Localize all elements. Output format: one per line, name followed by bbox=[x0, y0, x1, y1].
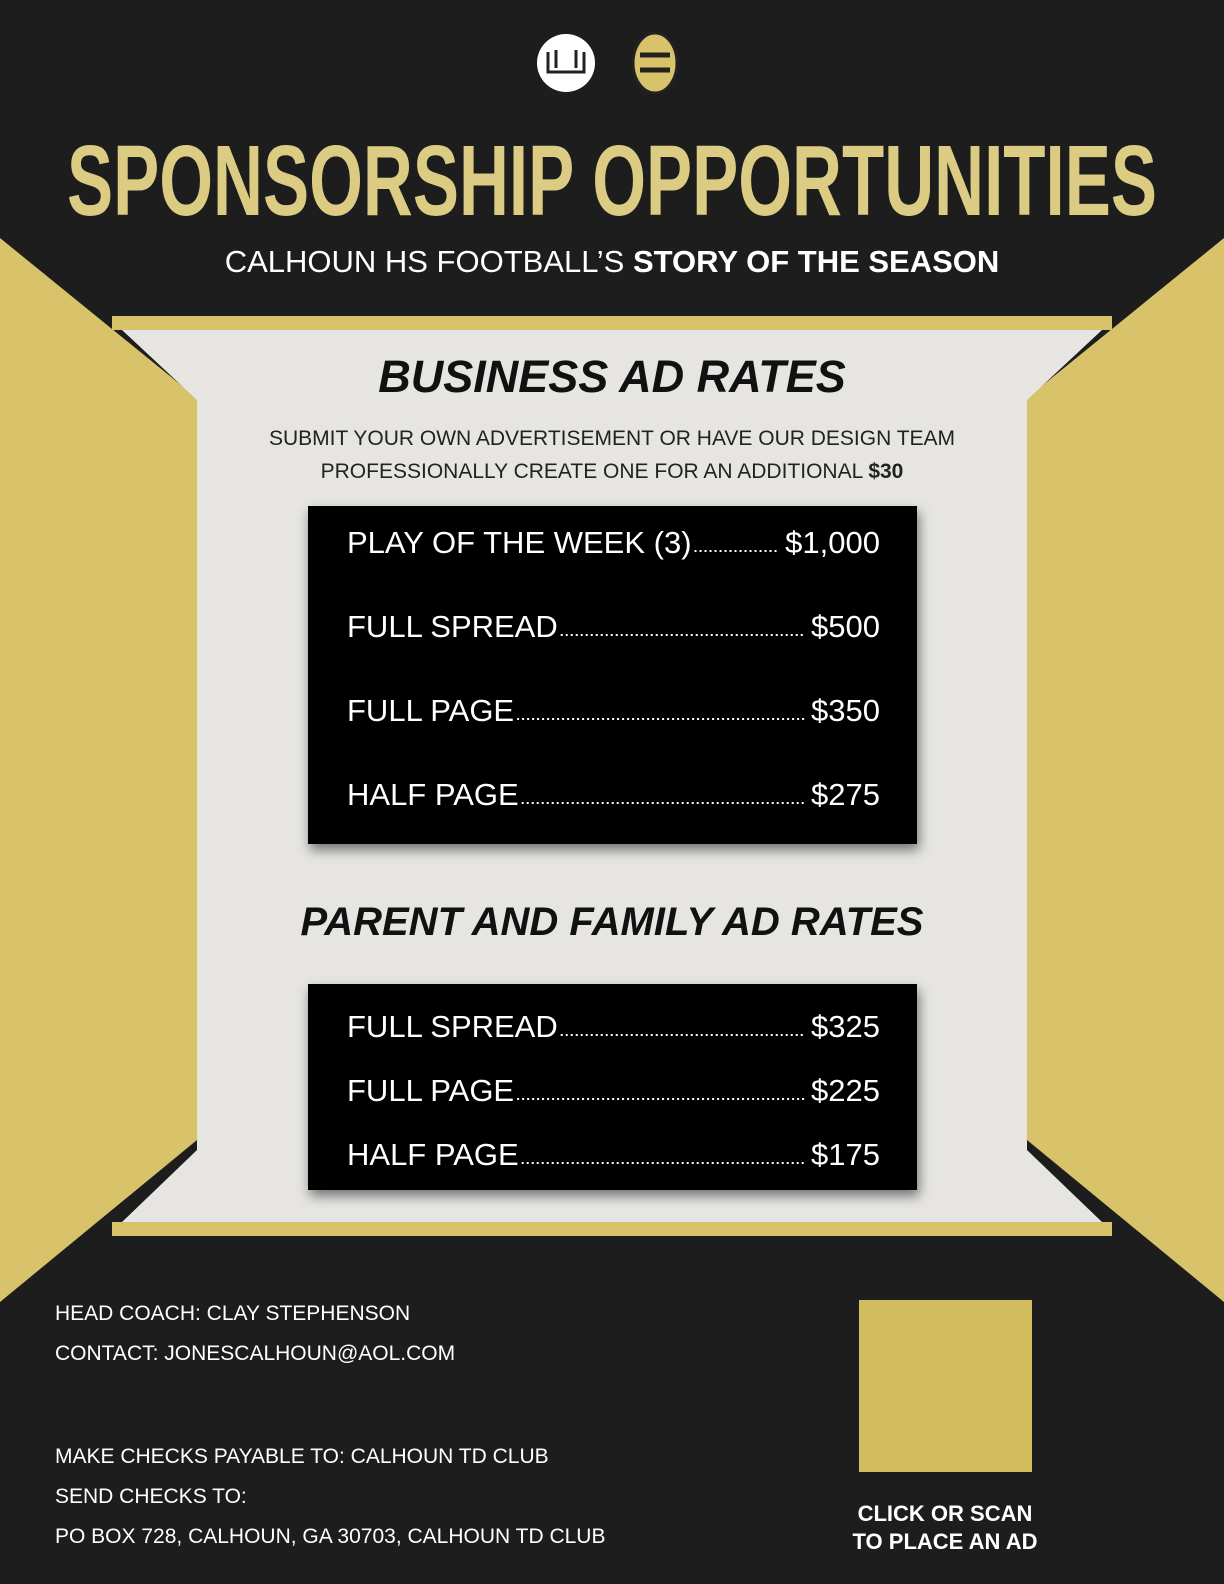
rate-item: FULL SPREAD bbox=[347, 1009, 558, 1044]
rate-price: $275 bbox=[811, 777, 880, 812]
footer-text: CONTACT: JONESCALHOUN@AOL.COM bbox=[55, 1342, 455, 1365]
rates-box bbox=[308, 506, 917, 844]
subtitle: CALHOUN HS FOOTBALL’S STORY OF THE SEASO… bbox=[225, 244, 1000, 279]
note: SUBMIT YOUR OWN ADVERTISEMENT OR HAVE OU… bbox=[269, 427, 955, 450]
subtitle-bold: STORY OF THE SEASON bbox=[633, 244, 999, 279]
rate-item: HALF PAGE bbox=[347, 777, 519, 812]
gold-stripe bbox=[112, 316, 1112, 330]
rate-item: FULL PAGE bbox=[347, 693, 514, 728]
hornet-stripes bbox=[640, 52, 670, 73]
footer-text: MAKE CHECKS PAYABLE TO: CALHOUN TD CLUB bbox=[55, 1445, 549, 1468]
rate-item: FULL PAGE bbox=[347, 1073, 514, 1108]
subtitle-regular: CALHOUN HS FOOTBALL’S bbox=[225, 244, 625, 279]
qr-code[interactable] bbox=[859, 1300, 1032, 1472]
gold-panel-right bbox=[1027, 238, 1224, 1302]
note: PROFESSIONALLY CREATE ONE FOR AN ADDITIO… bbox=[321, 460, 904, 483]
gold-stripe bbox=[112, 1222, 1112, 1236]
rate-price: $325 bbox=[811, 1009, 880, 1044]
cta[interactable]: CLICK OR SCAN bbox=[858, 1501, 1033, 1526]
note-text: PROFESSIONALLY CREATE ONE FOR AN ADDITIO… bbox=[321, 460, 863, 483]
footer-text: PO BOX 728, CALHOUN, GA 30703, CALHOUN T… bbox=[55, 1525, 605, 1548]
rate-price: $500 bbox=[811, 609, 880, 644]
rates-box bbox=[308, 984, 917, 1190]
book-logo bbox=[537, 34, 595, 92]
rate-price: $225 bbox=[811, 1073, 880, 1108]
rate-item: HALF PAGE bbox=[347, 1137, 519, 1172]
rate-price: $1,000 bbox=[785, 525, 880, 560]
hornet-logo bbox=[631, 31, 679, 95]
title: SPONSORSHIP OPPORTUNITIES bbox=[67, 125, 1157, 237]
rate-item: FULL SPREAD bbox=[347, 609, 558, 644]
rate-price: $350 bbox=[811, 693, 880, 728]
footer-text: HEAD COACH: CLAY STEPHENSON bbox=[55, 1302, 410, 1325]
rate-item: PLAY OF THE WEEK (3) bbox=[347, 525, 692, 560]
section-title: BUSINESS AD RATES bbox=[378, 351, 846, 402]
section-title: PARENT AND FAMILY AD RATES bbox=[301, 900, 924, 944]
book-icon bbox=[546, 50, 586, 74]
cta[interactable]: TO PLACE AN AD bbox=[853, 1529, 1038, 1554]
rate-price: $175 bbox=[811, 1137, 880, 1172]
gold-panel-left bbox=[0, 238, 197, 1302]
note-price: $30 bbox=[868, 460, 903, 483]
footer-text: SEND CHECKS TO: bbox=[55, 1485, 247, 1508]
